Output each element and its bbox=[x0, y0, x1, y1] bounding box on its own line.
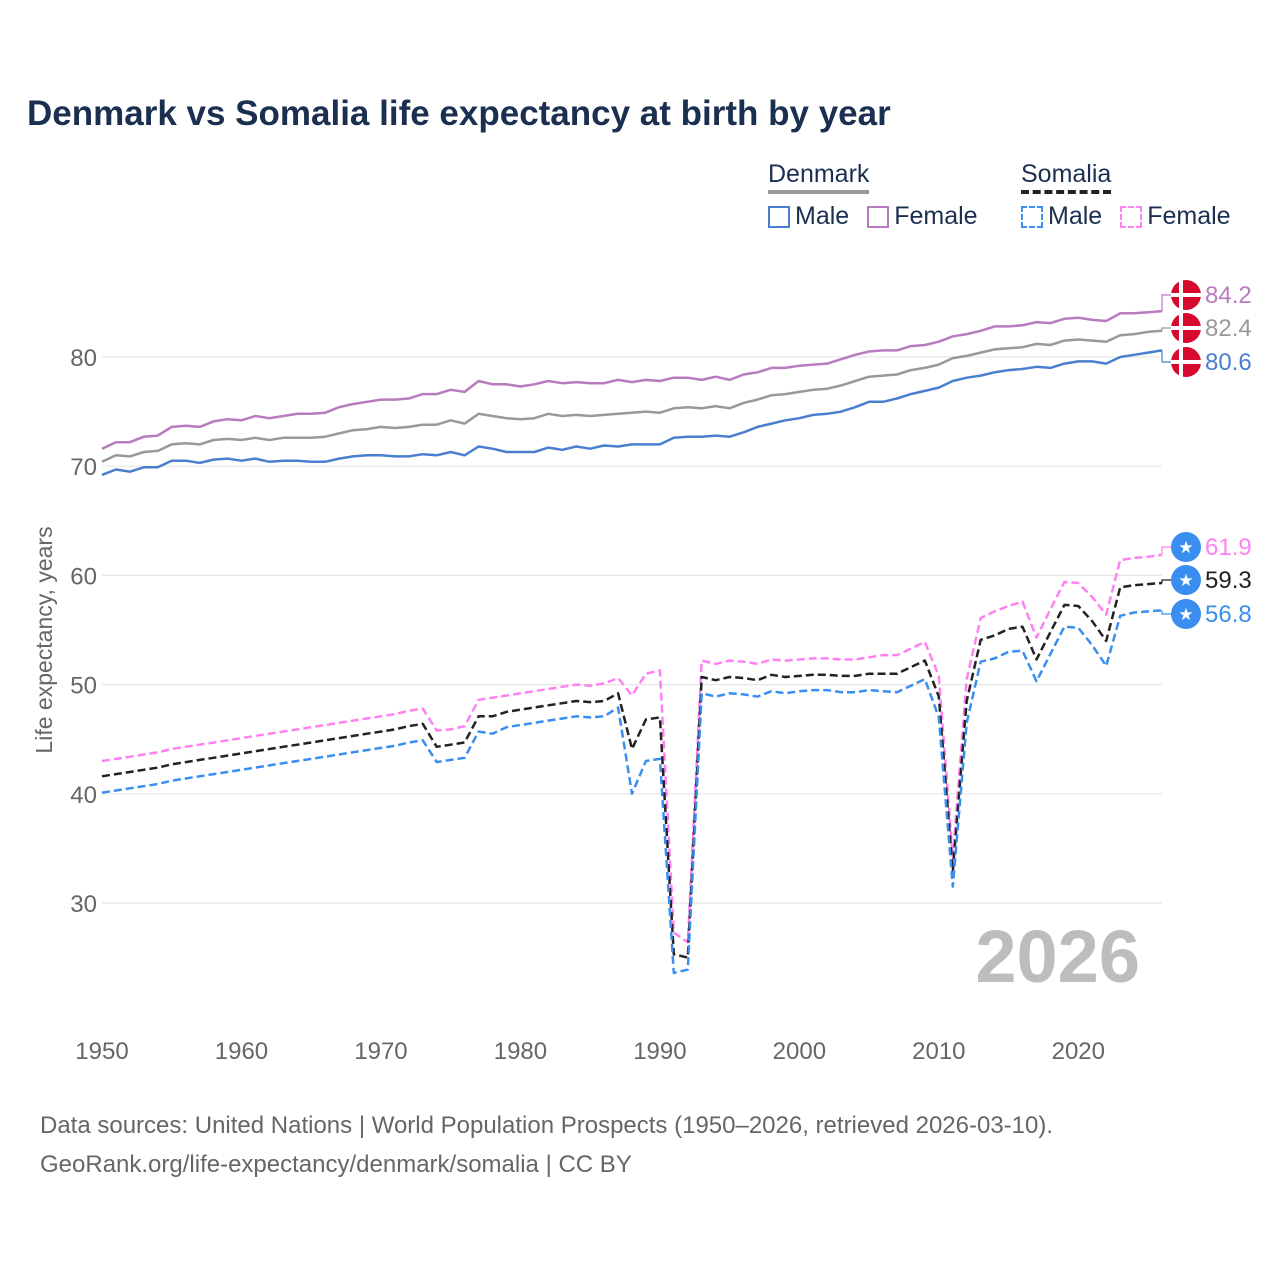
end-connector bbox=[1161, 579, 1172, 584]
end-connector bbox=[1161, 610, 1172, 615]
source-url[interactable]: GeoRank.org/life-expectancy/denmark/soma… bbox=[40, 1151, 632, 1178]
legend-denmark-female[interactable]: Female bbox=[867, 202, 978, 231]
x-tick-label: 1950 bbox=[75, 1038, 128, 1065]
series-line-somalia-female bbox=[101, 553, 1163, 944]
source-line: Data sources: United Nations | World Pop… bbox=[40, 1112, 1054, 1139]
legend-somalia: Somalia Male Female bbox=[1021, 160, 1231, 231]
x-tick-label: 1990 bbox=[633, 1038, 686, 1065]
series-line-denmark-total bbox=[101, 329, 1163, 463]
end-connector bbox=[1161, 350, 1172, 363]
end-value-label: 56.8 bbox=[1205, 601, 1252, 628]
legend-label: Female bbox=[894, 202, 978, 230]
source-note: Data sources: United Nations | World Pop… bbox=[40, 1106, 1053, 1184]
legend-swatch bbox=[768, 205, 790, 228]
x-tick-label: 1970 bbox=[354, 1038, 407, 1065]
somalia-flag-icon: ★ bbox=[1171, 532, 1201, 562]
legend-denmark: Denmark Male Female bbox=[768, 160, 978, 231]
x-tick-label: 2010 bbox=[912, 1038, 965, 1065]
series-line-somalia-male bbox=[101, 609, 1163, 975]
denmark-flag-icon bbox=[1171, 313, 1201, 343]
svg-text:★: ★ bbox=[1178, 605, 1193, 625]
y-tick-label: 50 bbox=[70, 673, 97, 700]
legend-swatch bbox=[1021, 205, 1043, 228]
series-line-denmark-male bbox=[101, 349, 1163, 477]
legend-denmark-male[interactable]: Male bbox=[768, 202, 849, 231]
y-axis-title: Life expectancy, years bbox=[31, 526, 57, 753]
x-tick-label: 2020 bbox=[1052, 1038, 1105, 1065]
end-connector bbox=[1161, 546, 1172, 555]
legend-somalia-male[interactable]: Male bbox=[1021, 202, 1102, 231]
end-connector bbox=[1161, 327, 1172, 331]
legend-swatch bbox=[867, 205, 890, 228]
y-tick-label: 30 bbox=[70, 891, 97, 918]
x-tick-label: 1980 bbox=[494, 1038, 547, 1065]
end-value-label: 84.2 bbox=[1205, 282, 1252, 309]
denmark-flag-icon bbox=[1171, 347, 1201, 377]
end-value-label: 80.6 bbox=[1205, 349, 1252, 376]
legend-somalia-title: Somalia bbox=[1021, 160, 1112, 194]
legend-label: Female bbox=[1147, 202, 1231, 230]
svg-text:★: ★ bbox=[1178, 571, 1193, 591]
somalia-flag-icon: ★ bbox=[1171, 565, 1201, 595]
year-watermark: 2026 bbox=[975, 915, 1140, 998]
x-tick-label: 2000 bbox=[773, 1038, 826, 1065]
legend-label: Male bbox=[1048, 202, 1103, 230]
y-tick-label: 60 bbox=[70, 563, 97, 590]
chart-title: Denmark vs Somalia life expectancy at bi… bbox=[27, 94, 891, 133]
legend-label: Male bbox=[795, 202, 850, 230]
y-tick-label: 80 bbox=[70, 345, 97, 372]
y-tick-label: 70 bbox=[70, 454, 97, 481]
end-connector bbox=[1161, 294, 1172, 312]
end-value-label: 59.3 bbox=[1205, 567, 1252, 594]
legend-somalia-female[interactable]: Female bbox=[1120, 202, 1231, 231]
y-tick-label: 40 bbox=[70, 782, 97, 809]
series-line-somalia-total bbox=[101, 581, 1163, 959]
legend-swatch bbox=[1120, 205, 1143, 228]
somalia-flag-icon: ★ bbox=[1171, 599, 1201, 629]
end-value-label: 82.4 bbox=[1205, 315, 1252, 342]
series-line-denmark-female bbox=[101, 309, 1163, 450]
svg-text:★: ★ bbox=[1178, 538, 1193, 558]
denmark-flag-icon bbox=[1171, 280, 1201, 310]
legend-denmark-title: Denmark bbox=[768, 160, 870, 194]
x-tick-label: 1960 bbox=[215, 1038, 268, 1065]
end-value-label: 61.9 bbox=[1205, 534, 1252, 561]
